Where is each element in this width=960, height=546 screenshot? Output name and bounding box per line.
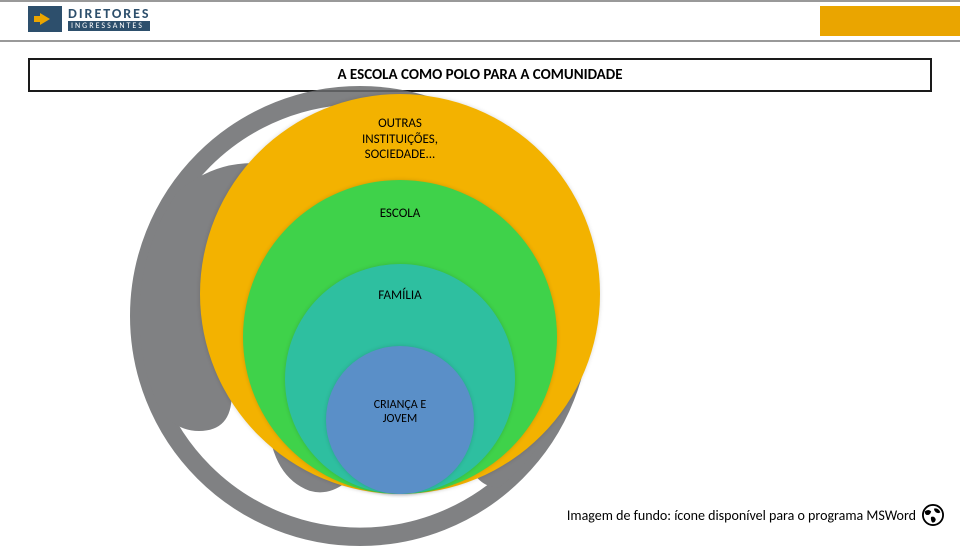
header-bar: DIRETORES INGRESSANTES — [0, 0, 960, 42]
brand-text: DIRETORES INGRESSANTES — [68, 7, 150, 31]
globe-icon — [922, 504, 944, 526]
footer-caption: Imagem de fundo: ícone disponível para o… — [567, 507, 916, 524]
brand-top: DIRETORES — [68, 7, 150, 21]
nested-circles-diagram: OUTRAS INSTITUIÇÕES, SOCIEDADE... ESCOLA… — [190, 94, 610, 514]
logo-mark — [28, 6, 62, 32]
circle-label-3: CRIANÇA E JOVEM — [374, 398, 427, 494]
arrow-icon — [40, 13, 50, 25]
brand-bottom: INGRESSANTES — [68, 21, 150, 31]
brand-logo: DIRETORES INGRESSANTES — [28, 6, 150, 32]
circle-inner: CRIANÇA E JOVEM — [326, 346, 474, 494]
footer-caption-row: Imagem de fundo: ícone disponível para o… — [567, 504, 944, 526]
